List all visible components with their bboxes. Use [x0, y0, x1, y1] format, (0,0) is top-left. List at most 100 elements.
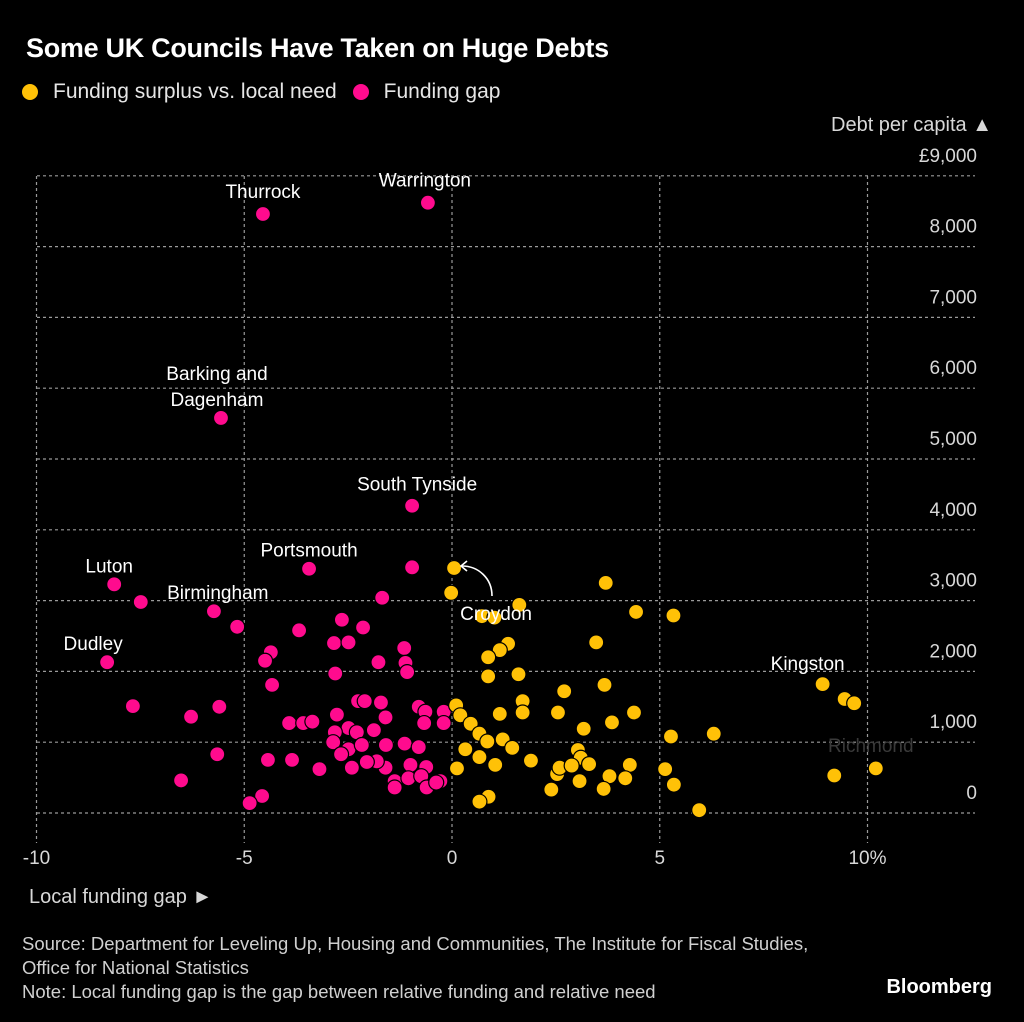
y-tick-label: 0 [966, 783, 977, 804]
point-funding-surplus [543, 781, 560, 798]
point-funding-gap [263, 676, 281, 693]
legend-label-surplus: Funding surplus vs. local need [53, 80, 337, 103]
y-tick-label: 5,000 [929, 429, 977, 450]
point-funding-surplus [514, 704, 531, 721]
point-funding-gap [428, 774, 445, 791]
annotation-label: Kingston [771, 654, 845, 675]
point-funding-gap [254, 205, 272, 223]
point-funding-gap [106, 576, 123, 593]
point-funding-gap [327, 665, 344, 682]
x-tick-label: 10% [848, 848, 886, 869]
point-funding-gap [241, 794, 258, 812]
point-funding-gap [124, 697, 141, 715]
annotation-label: Birmingham [167, 583, 268, 604]
legend-item-gap: Funding gap [352, 80, 501, 104]
point-funding-surplus [581, 756, 598, 773]
point-funding-gap [132, 593, 149, 611]
point-funding-gap [377, 736, 395, 754]
bloomberg-logo: Bloomberg [886, 976, 992, 998]
point-funding-gap [402, 756, 419, 773]
point-funding-gap [304, 713, 321, 730]
y-tick-label: 3,000 [929, 571, 977, 592]
point-funding-surplus [625, 704, 643, 721]
point-funding-surplus [867, 760, 884, 777]
point-funding-surplus [563, 757, 580, 774]
annotation-label: Warrington [379, 171, 471, 192]
point-funding-surplus [603, 714, 621, 731]
point-labels: Thurrock Warrington Barking and Dagenham Sou… [64, 171, 914, 757]
point-funding-gap [256, 652, 274, 669]
point-funding-gap [328, 706, 346, 723]
croydon-arrow-icon [461, 565, 493, 597]
point-funding-gap [370, 654, 387, 671]
point-funding-surplus [480, 649, 497, 666]
point-funding-gap [229, 618, 246, 635]
legend-label-gap: Funding gap [383, 80, 501, 103]
annotation-label: Dudley [64, 634, 124, 655]
point-funding-surplus [826, 767, 843, 784]
point-funding-surplus [522, 752, 540, 769]
point-funding-surplus [596, 676, 613, 693]
annotation-label: Richmond [828, 736, 914, 757]
point-funding-surplus [657, 761, 674, 778]
point-funding-surplus [445, 559, 463, 577]
point-funding-surplus [575, 720, 592, 737]
point-funding-surplus [556, 683, 573, 700]
point-funding-surplus [471, 793, 488, 810]
point-funding-gap [358, 753, 375, 771]
annotation-label: Portsmouth [260, 541, 357, 562]
legend: Funding surplus vs. local need Funding g… [22, 80, 516, 104]
point-funding-gap [281, 714, 298, 732]
point-funding-surplus [621, 756, 638, 773]
point-funding-gap [356, 693, 373, 710]
point-funding-gap [354, 619, 372, 636]
point-funding-gap [396, 639, 413, 657]
point-funding-gap [343, 759, 360, 776]
point-funding-surplus [491, 705, 508, 722]
point-funding-surplus [549, 704, 567, 721]
point-funding-gap [353, 736, 370, 754]
point-funding-gap [377, 709, 394, 726]
annotation-label: South Tynside [357, 475, 477, 496]
point-funding-gap [311, 761, 328, 778]
y-tick-label: 8,000 [929, 217, 977, 238]
point-funding-surplus [595, 780, 612, 798]
point-funding-surplus [486, 609, 503, 626]
y-tick-label: 7,000 [929, 287, 977, 308]
annotation-label: Luton [85, 556, 133, 577]
footer: Source: Department for Leveling Up, Hous… [22, 932, 842, 1004]
point-funding-surplus [846, 695, 863, 712]
y-tick-label: 1,000 [929, 712, 977, 733]
x-tick-label: 0 [447, 848, 458, 869]
point-funding-gap [404, 559, 421, 576]
point-funding-surplus [448, 760, 466, 777]
point-funding-gap [325, 634, 343, 652]
annotation-label: Croydon [460, 604, 532, 625]
legend-item-surplus: Funding surplus vs. local need [22, 80, 337, 104]
point-funding-gap [211, 698, 228, 715]
legend-dot-gap-icon [352, 84, 369, 100]
point-funding-gap [172, 772, 190, 789]
point-funding-gap [209, 746, 226, 763]
point-funding-surplus [511, 596, 528, 613]
point-funding-gap [283, 751, 301, 769]
point-funding-gap [290, 622, 308, 639]
point-funding-gap [300, 560, 318, 577]
point-funding-surplus [597, 574, 614, 592]
point-funding-surplus [571, 773, 588, 790]
footnote: Note: Local funding gap is the gap betwe… [22, 981, 656, 1002]
point-funding-gap [254, 787, 271, 805]
point-funding-surplus [662, 728, 680, 745]
y-axis-title: Debt per capita ▲ [831, 114, 992, 136]
source-note: Source: Department for Leveling Up, Hous… [22, 933, 809, 978]
data-points [99, 194, 884, 819]
point-funding-gap [396, 735, 413, 752]
point-funding-gap [374, 589, 391, 606]
annotation-label: Barking and [166, 364, 267, 385]
x-axis-title: Local funding gap ► [29, 886, 213, 908]
point-funding-surplus [479, 733, 496, 750]
point-funding-surplus [617, 770, 634, 787]
point-funding-gap [259, 751, 277, 769]
point-funding-surplus [471, 748, 488, 766]
